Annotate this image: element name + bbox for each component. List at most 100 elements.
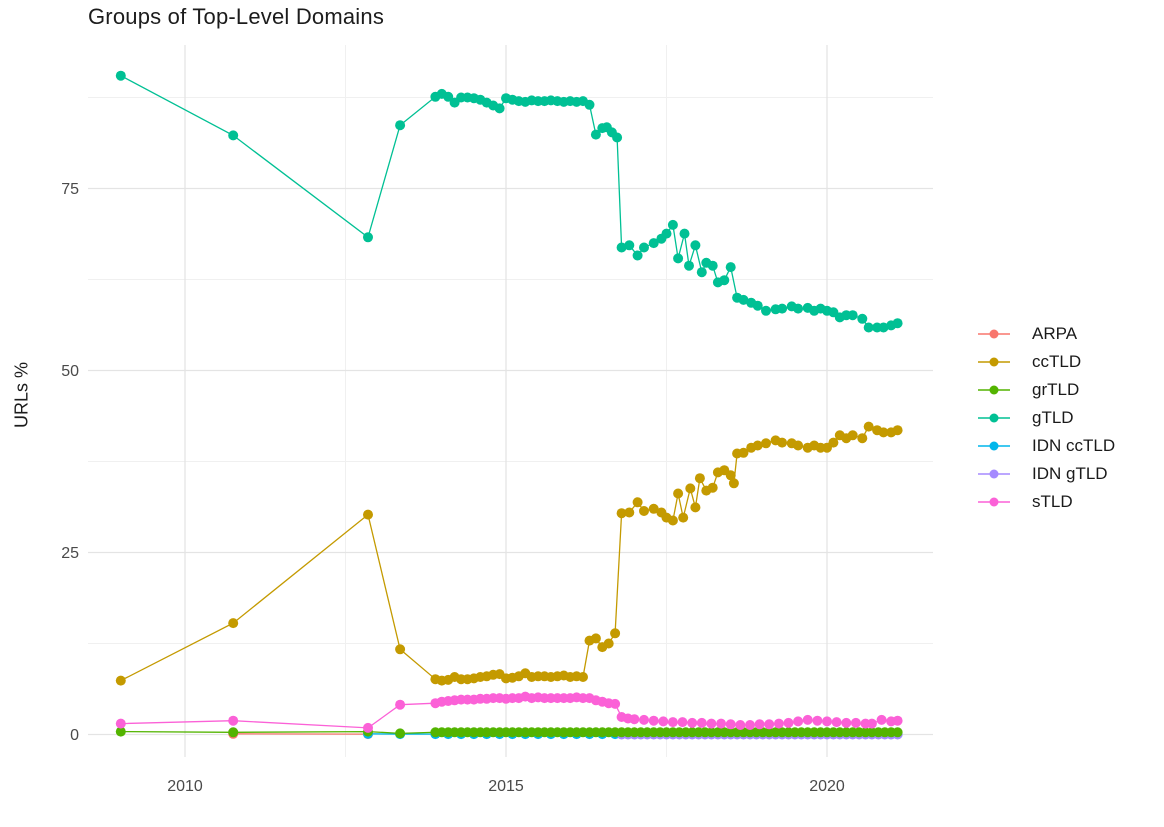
chart-title: Groups of Top-Level Domains [88,4,385,29]
data-point [828,437,839,448]
legend-item-label: IDN gTLD [1032,464,1108,483]
data-point [395,699,406,710]
data-point [632,497,643,508]
legend-item-label: grTLD [1032,380,1080,399]
data-point [793,440,804,451]
data-point [590,633,601,644]
data-point [673,488,684,499]
data-point [773,718,784,729]
legend-key-icon [978,413,1010,423]
data-point [624,240,635,251]
x-tick-label: 2010 [167,778,203,795]
data-point [738,294,749,305]
data-point [612,132,623,143]
data-point [679,228,690,239]
data-point [228,715,239,726]
data-point [707,482,718,493]
data-point [648,238,659,249]
data-point [667,515,678,526]
data-point [115,675,126,686]
legend-item-label: gTLD [1032,408,1074,427]
data-point [783,717,794,728]
data-point [578,672,588,682]
legend: ARPA ccTLD grTLD gTLD IDN ccTLD IDN gTLD sTLD [976,320,1115,516]
data-point [395,728,406,739]
data-point [892,318,903,329]
data-point [690,240,701,251]
data-point [812,715,823,726]
legend-key-icon [978,441,1010,451]
data-point [761,438,771,449]
data-point [719,275,730,286]
data-point [363,232,373,243]
data-point [738,447,749,458]
data-point [639,242,649,253]
data-point [752,440,763,451]
legend-item-label: ARPA [1032,324,1078,343]
legend-key-icon [978,385,1010,395]
data-point [777,437,788,448]
data-point [761,305,771,316]
data-point [624,507,635,518]
data-point [115,70,126,81]
y-tick-label: 25 [61,545,79,562]
data-point [395,120,406,131]
series-ccTLD [115,421,903,686]
series-ARPA [228,728,373,740]
data-point [616,508,627,519]
data-point [658,716,669,727]
data-point [793,716,804,727]
data-point [690,502,701,513]
gridlines [88,45,933,757]
y-tick-label: 0 [70,727,79,744]
data-point [831,717,842,728]
data-point [694,473,705,484]
data-point [115,726,126,737]
data-point [696,267,707,278]
data-point [716,718,727,729]
data-point [115,718,126,729]
data-point [661,228,672,239]
x-axis-tick-labels: 2010 2015 2020 [167,778,845,795]
data-point [677,717,688,728]
legend-key-icon [978,469,1010,479]
data-point [850,717,861,728]
data-point [822,716,832,727]
data-point [725,719,736,730]
data-point [639,506,649,516]
data-point [629,714,640,725]
data-point [603,638,614,649]
data-point [866,718,877,729]
legend-item-grtld: grTLD [976,376,1115,404]
data-point [590,129,601,140]
legend-key-icon [978,357,1010,367]
data-point [847,430,858,441]
data-point [707,260,718,271]
y-tick-label: 50 [61,363,79,380]
legend-item-idn-cctld: IDN ccTLD [976,432,1115,460]
data-point [725,470,736,481]
data-point [648,715,659,726]
data-point [639,714,649,725]
data-point [395,644,406,655]
data-point [667,717,678,728]
legend-item-label: sTLD [1032,492,1073,511]
data-point [793,303,804,314]
data-point [228,727,239,738]
data-point [892,715,903,726]
data-point [667,219,678,230]
data-point [777,303,788,314]
data-point [363,722,373,733]
series-sTLD [115,691,903,733]
data-point [687,717,698,728]
legend-item-idn-gtld: IDN gTLD [976,460,1115,488]
data-point [735,720,746,730]
legend-item-label: ccTLD [1032,352,1082,371]
data-point [857,313,868,324]
data-point [876,714,887,725]
data-point [706,718,717,729]
data-point [892,727,903,738]
legend-item-label: IDN ccTLD [1032,436,1116,455]
data-point [696,717,707,728]
